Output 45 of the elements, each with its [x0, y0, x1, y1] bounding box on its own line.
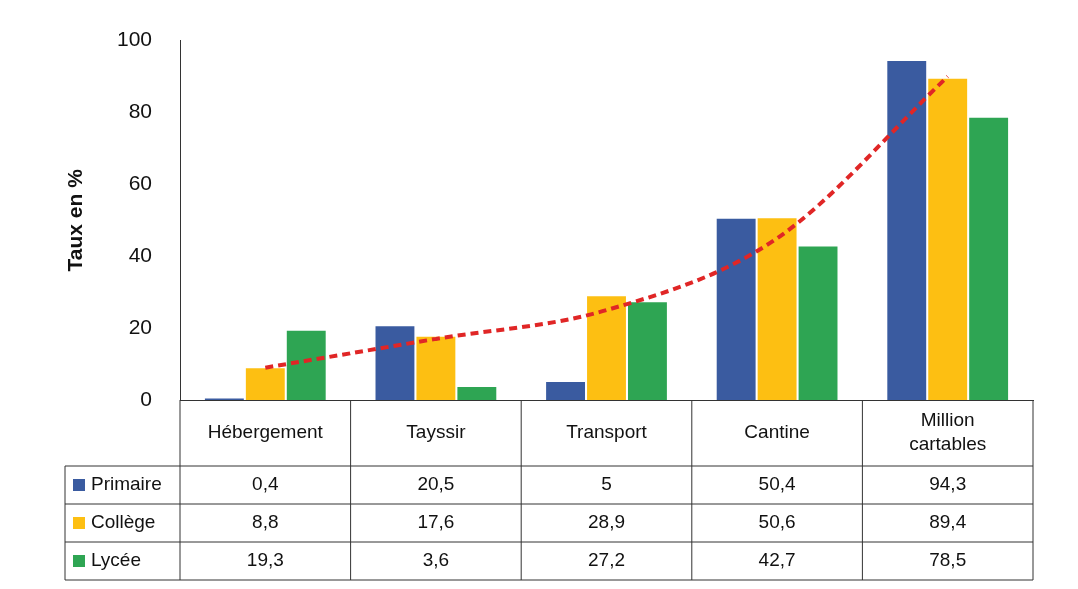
- y-tick-label: 40: [128, 243, 152, 267]
- y-tick-label: 20: [128, 314, 152, 338]
- y-tick-label: 100: [116, 27, 152, 51]
- bar: [716, 218, 756, 400]
- data-label: 50,6: [758, 511, 796, 533]
- bar: [457, 387, 497, 400]
- x-tick-label: Million cartables: [909, 409, 987, 455]
- bar: [928, 78, 968, 400]
- x-tick-label: Hébergement: [207, 421, 324, 443]
- x-tick-label: Tayssir: [406, 421, 467, 443]
- data-label: 17,6: [417, 511, 455, 533]
- legend-label: Primaire: [91, 473, 162, 495]
- x-tick-label: Transport: [566, 421, 648, 443]
- x-tick-label: Cantine: [744, 421, 810, 443]
- bar: [546, 382, 585, 400]
- bar: [416, 336, 456, 400]
- bar: [887, 61, 927, 400]
- data-label: 19,3: [246, 549, 284, 571]
- data-label: 0,4: [252, 473, 279, 495]
- line-series: [263, 74, 950, 370]
- bar: [969, 117, 1009, 400]
- bar: [628, 302, 667, 400]
- data-label: 28,9: [588, 511, 625, 533]
- data-label: 50,4: [758, 473, 797, 495]
- y-tick-label: 0: [140, 386, 152, 410]
- bar: [286, 330, 326, 400]
- bar: [245, 368, 285, 400]
- data-label: 27,2: [588, 549, 625, 571]
- bar: [375, 326, 415, 400]
- data-label: 3,6: [422, 549, 450, 571]
- data-label: 5: [601, 473, 612, 495]
- data-label: 89,4: [929, 511, 967, 533]
- y-tick-label: 60: [128, 171, 152, 195]
- legend-label: Collège: [91, 511, 156, 533]
- data-label: 78,5: [929, 549, 967, 571]
- bar: [587, 296, 626, 400]
- bar: [798, 246, 838, 400]
- legend-label: Lycée: [91, 549, 141, 571]
- data-label: 94,3: [929, 473, 967, 495]
- y-axis-title: Taux en %: [63, 168, 87, 272]
- bar: [757, 218, 797, 400]
- data-label: 42,7: [758, 549, 796, 571]
- data-label: 20,5: [417, 473, 455, 495]
- data-label: 8,8: [252, 511, 279, 533]
- y-tick-label: 80: [128, 99, 152, 123]
